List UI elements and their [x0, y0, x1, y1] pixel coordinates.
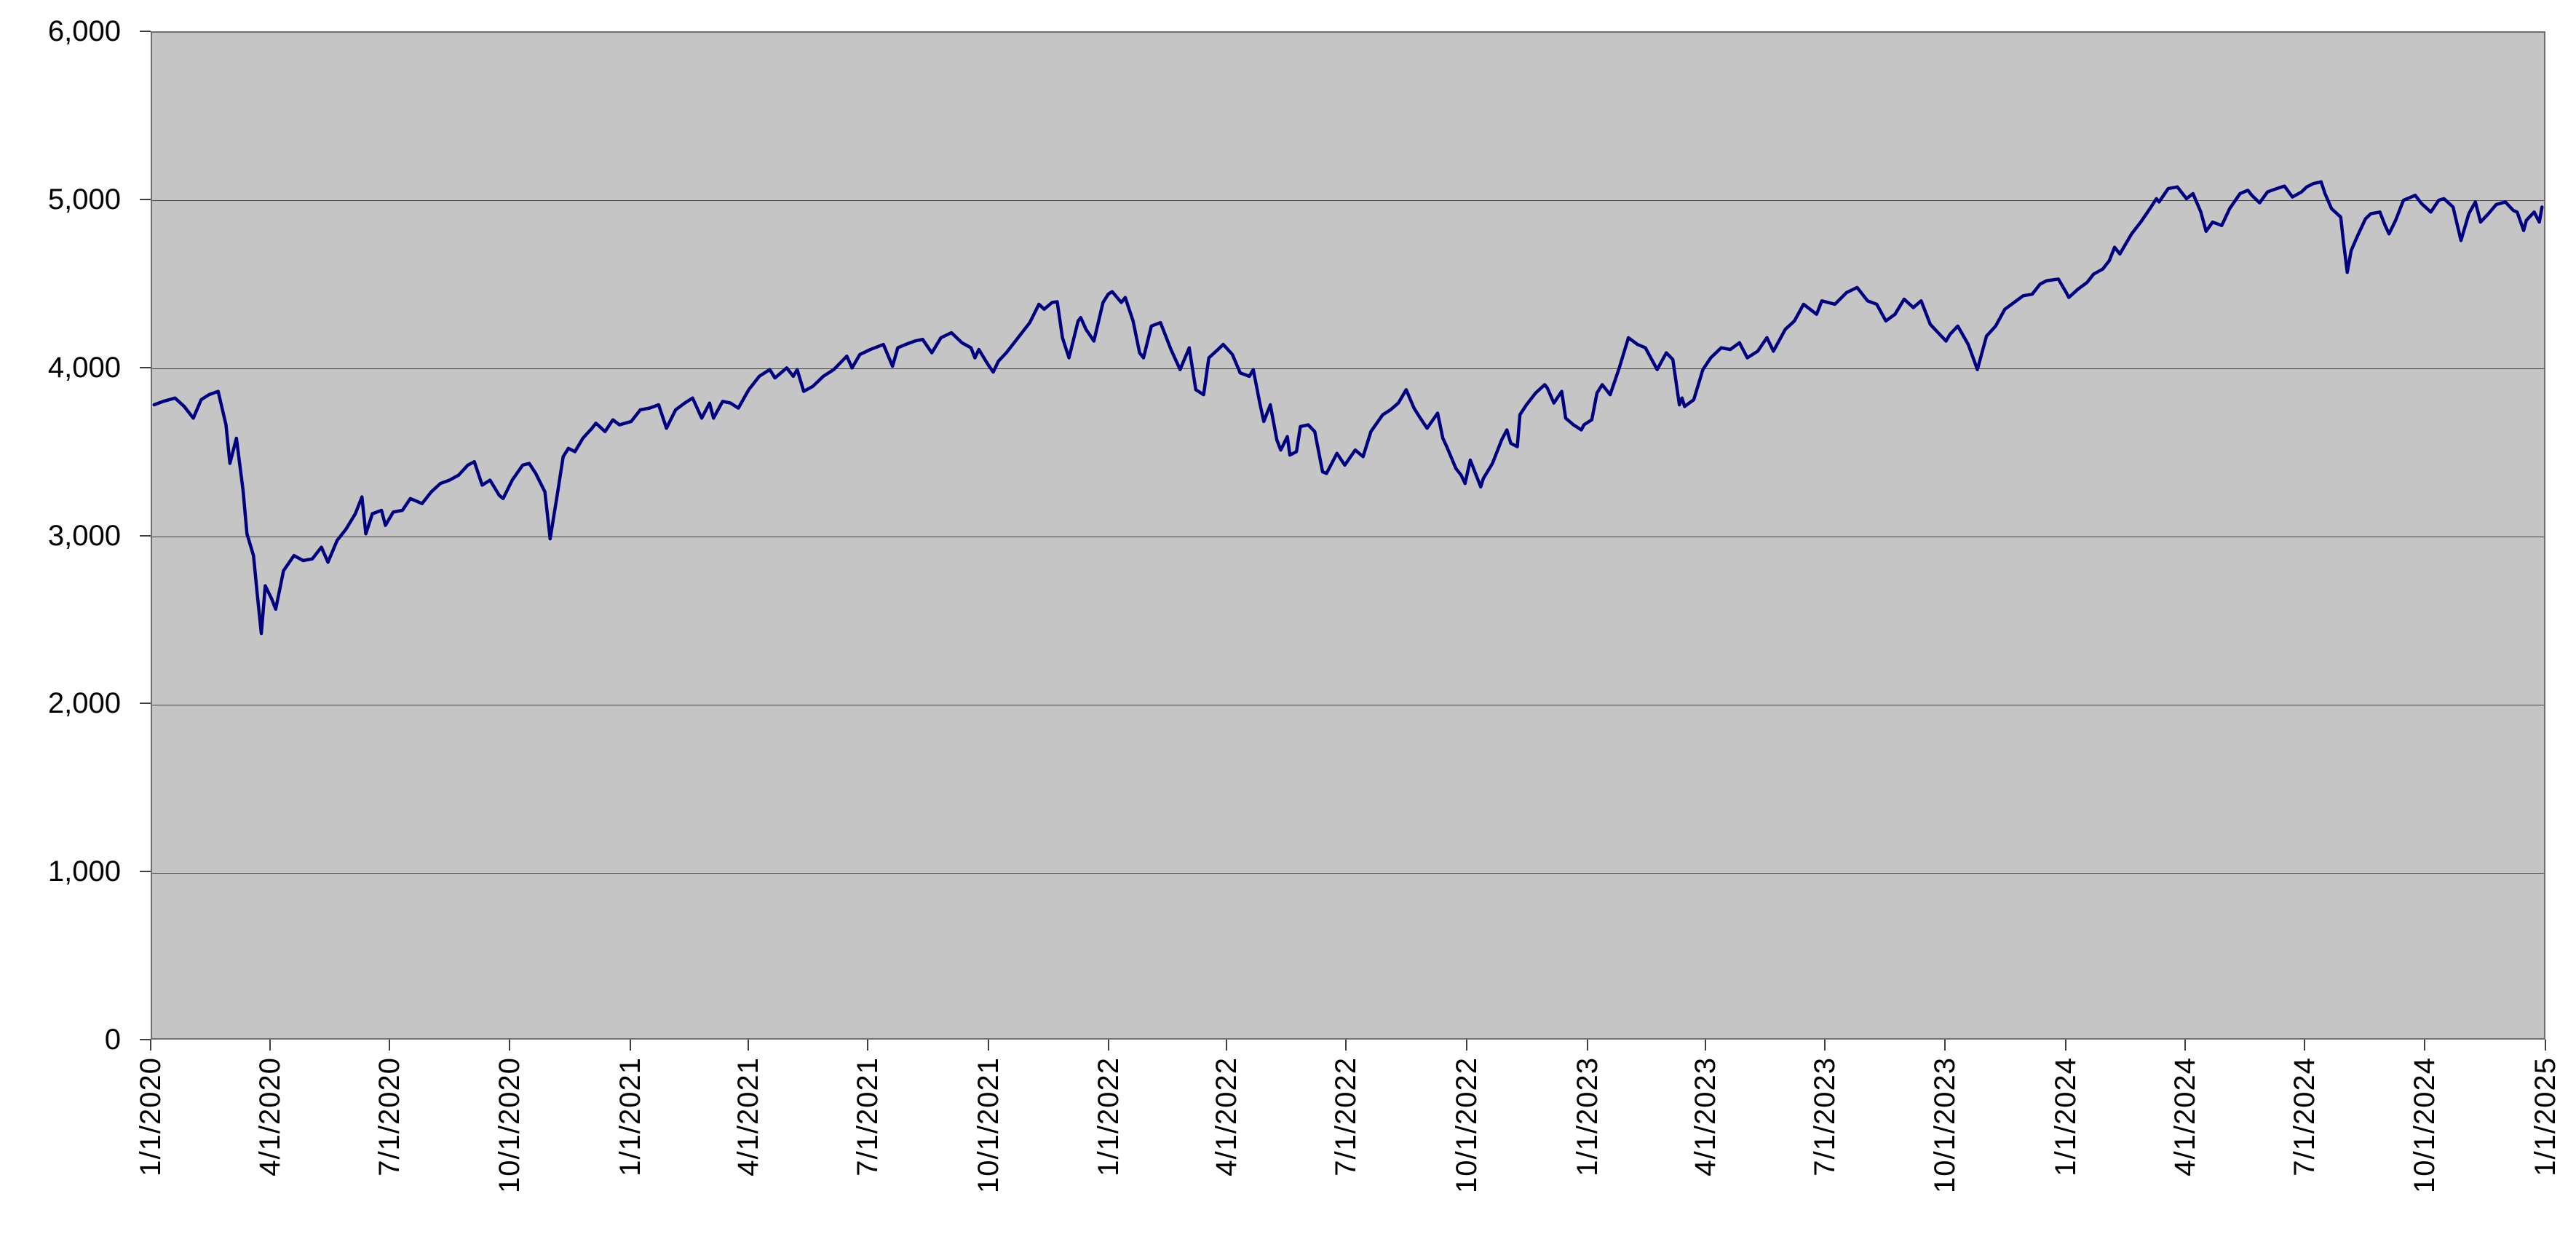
y-tick-mark	[140, 534, 151, 537]
x-tick-mark	[1823, 1040, 1826, 1051]
y-tick-mark	[140, 871, 151, 873]
plot-area	[151, 31, 2545, 1040]
x-tick-mark	[1108, 1040, 1110, 1051]
x-tick-label-1-1-2023: 1/1/2023	[1571, 1057, 1604, 1176]
x-tick-label-1-1-2022: 1/1/2022	[1093, 1057, 1125, 1176]
x-tick-label-7-1-2020: 7/1/2020	[373, 1057, 405, 1176]
gridline-1000	[152, 872, 2544, 874]
x-tick-label-7-1-2023: 7/1/2023	[1808, 1057, 1841, 1176]
y-tick-mark	[140, 198, 151, 200]
x-tick-mark	[1586, 1040, 1588, 1051]
x-tick-mark	[867, 1040, 869, 1051]
x-tick-mark	[2303, 1040, 2305, 1051]
y-tick-label-5000: 5,000	[47, 183, 121, 215]
x-tick-mark	[509, 1040, 511, 1051]
x-tick-label-10-1-2020: 10/1/2020	[494, 1057, 526, 1193]
x-tick-mark	[987, 1040, 989, 1051]
x-tick-mark	[630, 1040, 632, 1051]
x-tick-label-7-1-2021: 7/1/2021	[852, 1057, 884, 1176]
x-tick-label-4-1-2020: 4/1/2020	[253, 1057, 286, 1176]
gridline-4000	[152, 368, 2544, 370]
x-tick-mark	[150, 1040, 151, 1051]
x-tick-label-7-1-2022: 7/1/2022	[1330, 1057, 1363, 1176]
series-svg	[152, 180, 2544, 636]
x-tick-label-1-1-2021: 1/1/2021	[614, 1057, 647, 1176]
x-tick-mark	[2545, 1040, 2546, 1051]
gridline-5000	[152, 200, 2544, 202]
y-tick-mark	[140, 703, 151, 705]
data-series-line	[152, 180, 2544, 636]
x-tick-mark	[1704, 1040, 1706, 1051]
y-tick-label-3000: 3,000	[47, 519, 121, 552]
x-tick-label-10-1-2021: 10/1/2021	[972, 1057, 1004, 1193]
x-tick-label-4-1-2021: 4/1/2021	[732, 1057, 765, 1176]
x-tick-label-10-1-2024: 10/1/2024	[2409, 1057, 2441, 1193]
x-tick-mark	[2424, 1040, 2426, 1051]
x-tick-label-4-1-2022: 4/1/2022	[1210, 1057, 1243, 1176]
x-tick-label-10-1-2022: 10/1/2022	[1450, 1057, 1483, 1193]
x-tick-label-10-1-2023: 10/1/2023	[1929, 1057, 1962, 1193]
x-tick-mark	[2184, 1040, 2186, 1051]
y-tick-label-2000: 2,000	[47, 687, 121, 720]
x-tick-mark	[269, 1040, 271, 1051]
y-tick-mark	[140, 366, 151, 368]
x-tick-label-1-1-2025: 1/1/2025	[2529, 1057, 2561, 1176]
x-tick-mark	[748, 1040, 750, 1051]
y-tick-label-1000: 1,000	[47, 855, 121, 888]
y-tick-mark	[140, 31, 151, 32]
x-tick-label-1-1-2024: 1/1/2024	[2049, 1057, 2082, 1176]
x-tick-label-1-1-2020: 1/1/2020	[135, 1057, 167, 1176]
x-tick-mark	[1226, 1040, 1228, 1051]
x-tick-mark	[2064, 1040, 2066, 1051]
x-tick-mark	[1345, 1040, 1347, 1051]
x-tick-label-7-1-2024: 7/1/2024	[2288, 1057, 2321, 1176]
y-tick-label-0: 0	[104, 1024, 121, 1056]
y-tick-mark	[140, 1039, 151, 1040]
x-tick-label-4-1-2023: 4/1/2023	[1689, 1057, 1721, 1176]
y-tick-label-6000: 6,000	[47, 15, 121, 47]
x-tick-mark	[388, 1040, 390, 1051]
x-tick-mark	[1944, 1040, 1946, 1051]
x-tick-label-4-1-2024: 4/1/2024	[2168, 1057, 2201, 1176]
x-tick-mark	[1465, 1040, 1467, 1051]
y-tick-label-4000: 4,000	[47, 351, 121, 384]
